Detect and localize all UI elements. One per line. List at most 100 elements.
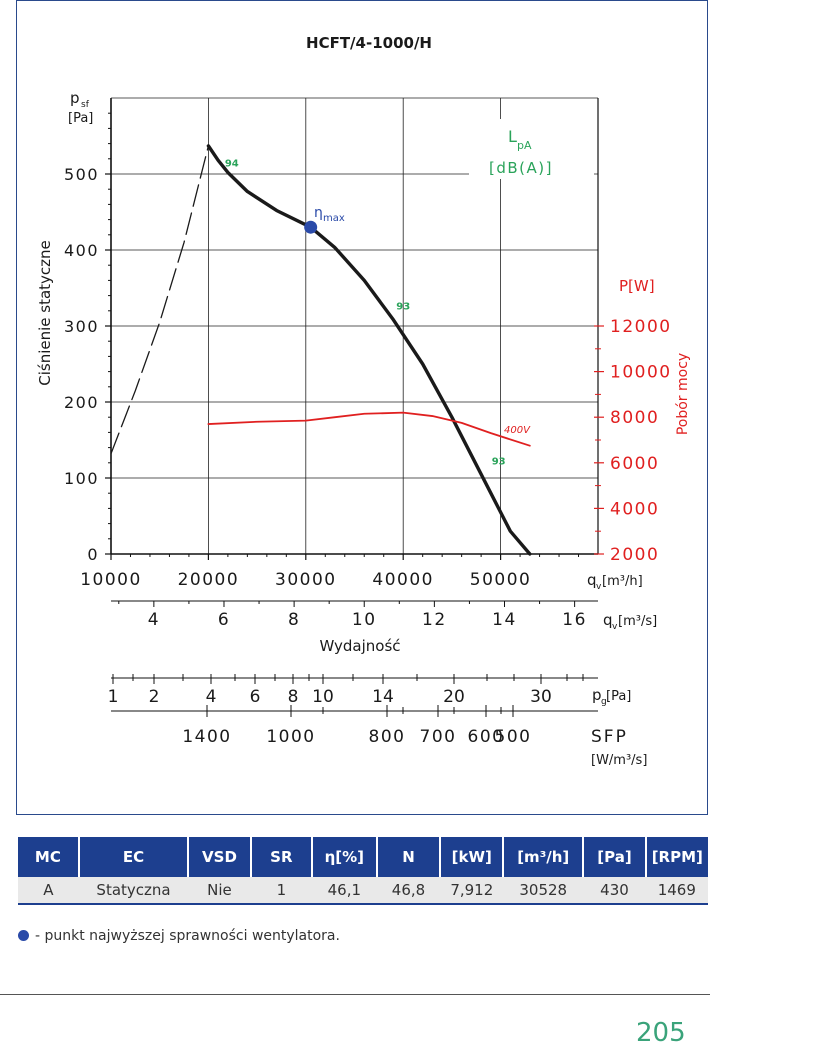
eta-label: η: [314, 205, 323, 221]
series-pressure: [206, 144, 532, 556]
y-tick-label: 0: [87, 545, 99, 564]
pg-unit-bracket: [Pa]: [606, 689, 631, 704]
cell-mc: A: [18, 877, 79, 905]
y-tick-label: 400: [64, 241, 99, 260]
lpa-unit: [dB(A)]: [489, 159, 553, 177]
x2-tick-label: 10: [352, 610, 377, 630]
y-tick-label: 500: [64, 165, 99, 184]
sfp-tick-label: 1000: [266, 727, 315, 747]
x2-tick-label: 12: [422, 610, 447, 630]
x2-tick-label: 16: [562, 610, 587, 630]
cell-eta: 46,1: [312, 877, 377, 905]
x-unit-sub: v: [596, 582, 602, 592]
x2-unit-sub: v: [612, 622, 618, 632]
cell-vsd: Nie: [188, 877, 251, 905]
col-mc: MC: [18, 837, 80, 877]
col-n: N: [376, 837, 442, 877]
pg-tick-label: 10: [312, 687, 334, 707]
col-vsd: VSD: [188, 837, 252, 877]
y2-tick-label: 6000: [610, 454, 659, 474]
fan-curve-chart: HCFT/4-1000/H 0 100 200 300 400 500 Ciśnienie s…: [36, 34, 691, 768]
pg-tick-label: 30: [530, 687, 552, 707]
y2-tick-label: 2000: [610, 545, 659, 565]
cell-rpm: 1469: [645, 877, 708, 905]
pg-tick-label: 1: [108, 687, 119, 707]
x-tick-label: 50000: [470, 570, 532, 590]
col-m3h: [m³/h]: [503, 837, 585, 877]
x2-tick-label: 8: [288, 610, 300, 630]
sfp-tick-label: 700: [420, 727, 457, 747]
eta-label-sub: max: [323, 213, 345, 224]
x-axis-title: Wydajność: [319, 637, 400, 655]
sfp-tick-label: 500: [495, 727, 532, 747]
lpa-contour-label: 93: [492, 456, 506, 467]
x2-tick-label: 4: [148, 610, 160, 630]
sfp-tick-label: 1400: [182, 727, 231, 747]
footer-divider: [0, 994, 710, 995]
col-rpm: [RPM]: [645, 837, 708, 877]
col-kw: [kW]: [440, 837, 505, 877]
series-stall-region: [110, 145, 210, 455]
fan-spec-table: MC EC VSD SR η[%] N [kW] [m³/h] [Pa] [RP…: [18, 837, 708, 905]
y2-tick-label: 8000: [610, 408, 659, 428]
x-tick-label: 20000: [178, 570, 240, 590]
y-tick-label: 300: [64, 317, 99, 336]
x-tick-label: 10000: [80, 570, 142, 590]
cell-ec: Statyczna: [78, 877, 189, 905]
series-label-400v: 400V: [504, 425, 531, 436]
x2-unit-bracket: [m³/s]: [618, 614, 657, 629]
lpa-label-bg: [469, 119, 594, 179]
y2-unit: P[W]: [619, 277, 655, 295]
y2-tick-label: 4000: [610, 499, 659, 519]
series-400V: [207, 411, 531, 447]
eta-max-dot-icon: [18, 930, 29, 941]
pg-tick-label: 4: [206, 687, 217, 707]
y-unit-p: p: [70, 89, 80, 107]
pg-tick-label: 2: [149, 687, 160, 707]
x-unit-q: q: [587, 571, 597, 589]
y2-tick-label: 12000: [610, 317, 672, 337]
page-number: 205: [636, 1018, 686, 1048]
pg-tick-label: 20: [443, 687, 465, 707]
sfp-unit2: [W/m³/s]: [591, 753, 647, 768]
y2-axis-title: Pobór mocy: [675, 353, 691, 435]
cell-m3h: 30528: [503, 877, 584, 905]
pg-tick-label: 14: [372, 687, 394, 707]
cell-kw: 7,912: [440, 877, 504, 905]
y-unit-bracket: [Pa]: [68, 111, 93, 126]
chart-title: HCFT/4-1000/H: [306, 34, 432, 52]
x-tick-label: 40000: [372, 570, 434, 590]
y-axis-title: Ciśnienie statyczne: [36, 240, 54, 386]
legend-note-text: - punkt najwyższej sprawności wentylator…: [35, 928, 340, 944]
cell-sr: 1: [250, 877, 313, 905]
pg-unit-sub: g: [601, 697, 607, 707]
table-header-row: MC EC VSD SR η[%] N [kW] [m³/h] [Pa] [RP…: [18, 837, 708, 877]
y2-tick-label: 10000: [610, 363, 672, 383]
chart-frame: HCFT/4-1000/H 0 100 200 300 400 500 Ciśnienie s…: [16, 0, 708, 815]
eta-max-marker: [304, 220, 318, 234]
pg-tick-label: 8: [288, 687, 299, 707]
col-ec: EC: [78, 837, 190, 877]
x2-tick-label: 14: [492, 610, 517, 630]
col-eta: η[%]: [312, 837, 378, 877]
y-tick-label: 200: [64, 393, 99, 412]
sfp-tick-label: 800: [369, 727, 406, 747]
table-row: A Statyczna Nie 1 46,1 46,8 7,912 30528 …: [18, 877, 708, 905]
cell-pa: 430: [583, 877, 646, 905]
x-tick-label: 30000: [275, 570, 337, 590]
lpa-contour-label: 93: [396, 301, 410, 312]
pg-tick-label: 6: [250, 687, 261, 707]
y-tick-label: 100: [64, 469, 99, 488]
x-unit-bracket: [m³/h]: [602, 574, 643, 589]
lpa-label-sub: pA: [517, 139, 532, 152]
x2-unit-q: q: [603, 611, 613, 629]
sfp-tick-label: 600: [468, 727, 505, 747]
col-pa: [Pa]: [583, 837, 647, 877]
y-unit-sub: sf: [81, 100, 90, 110]
pg-unit-p: p: [592, 686, 602, 704]
col-sr: SR: [250, 837, 314, 877]
cell-n: 46,8: [376, 877, 441, 905]
legend-note: - punkt najwyższej sprawności wentylator…: [18, 928, 340, 944]
lpa-label: L: [508, 127, 517, 146]
x2-tick-label: 6: [218, 610, 230, 630]
